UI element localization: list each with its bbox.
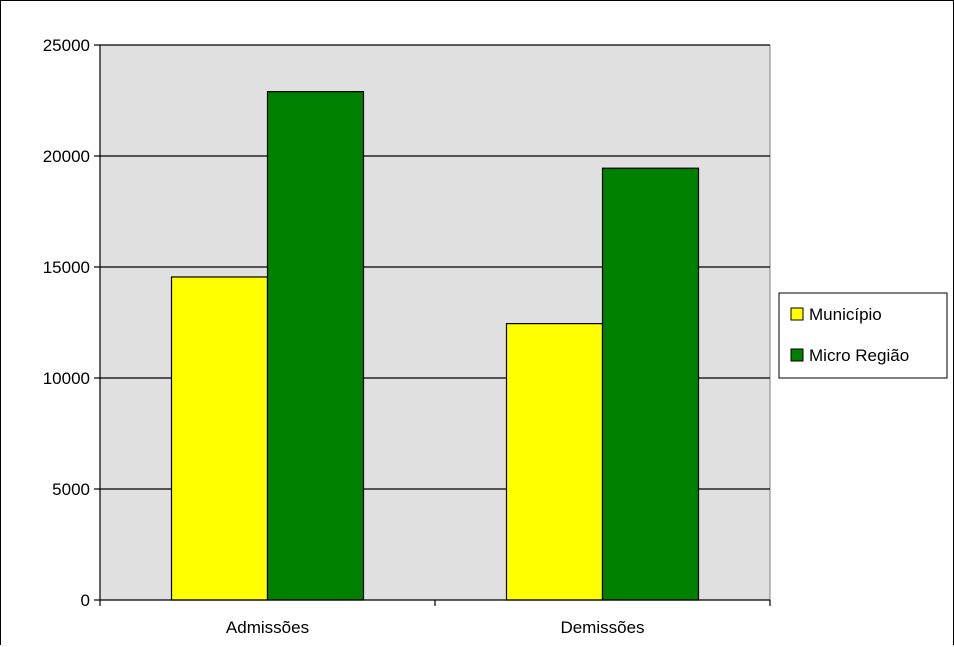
legend-swatch-micro-regiao xyxy=(790,348,804,362)
bar-municipio-admissoes xyxy=(170,276,269,601)
bar-micro-regiao-demissoes xyxy=(601,167,700,601)
bar-municipio-demissoes xyxy=(505,323,604,601)
y-tick-label: 5000 xyxy=(52,480,90,499)
y-tick-label: 10000 xyxy=(43,369,90,388)
x-ticks: Admissões Demissões xyxy=(99,600,771,637)
bars xyxy=(170,91,700,601)
y-tick-label: 25000 xyxy=(43,36,90,55)
y-tick-label: 15000 xyxy=(43,258,90,277)
y-tick-label: 0 xyxy=(81,591,90,610)
y-tick-label: 20000 xyxy=(43,147,90,166)
legend-label-municipio: Município xyxy=(809,305,882,324)
y-ticks: 0 5000 10000 15000 20000 25000 xyxy=(43,36,100,610)
x-tick-label: Admissões xyxy=(226,618,309,637)
legend-swatch-municipio xyxy=(790,307,804,321)
bar-micro-regiao-admissoes xyxy=(266,91,365,601)
legend: Município Micro Região xyxy=(778,292,948,379)
legend-box xyxy=(778,292,948,379)
legend-label-micro-regiao: Micro Região xyxy=(809,346,909,365)
x-tick-label: Demissões xyxy=(560,618,644,637)
